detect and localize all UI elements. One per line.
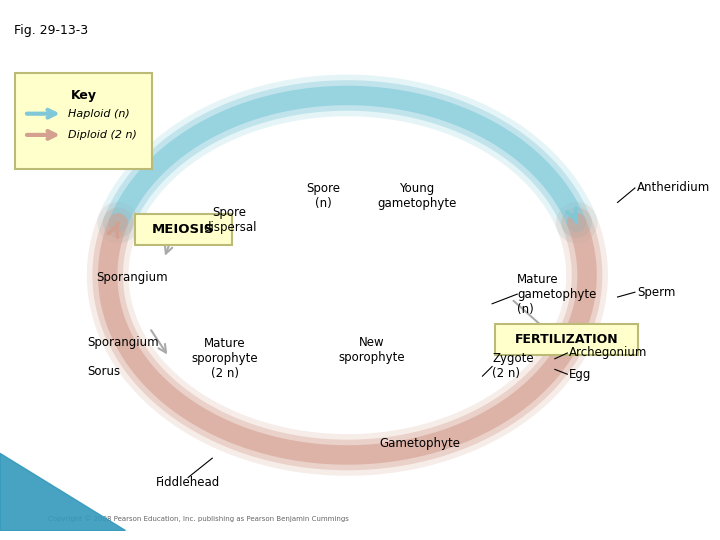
Text: Haploid (n): Haploid (n)	[68, 109, 130, 119]
Text: Mature
gametophyte
(n): Mature gametophyte (n)	[517, 273, 597, 315]
Text: Key: Key	[71, 89, 97, 102]
FancyBboxPatch shape	[495, 324, 638, 355]
Text: Spore
dispersal: Spore dispersal	[203, 206, 256, 234]
Text: Zygote
(2 n): Zygote (2 n)	[492, 353, 534, 381]
Text: Young
gametophyte: Young gametophyte	[377, 181, 456, 210]
Text: Egg: Egg	[570, 368, 592, 381]
Text: MEIOSIS: MEIOSIS	[152, 223, 215, 236]
Text: Diploid (2 n): Diploid (2 n)	[68, 130, 136, 140]
Text: Gametophyte: Gametophyte	[379, 437, 460, 450]
Text: Antheridium: Antheridium	[637, 181, 710, 194]
Text: FERTILIZATION: FERTILIZATION	[515, 333, 618, 346]
Text: Spore
(n): Spore (n)	[306, 181, 341, 210]
Text: Mature
sporophyte
(2 n): Mature sporophyte (2 n)	[192, 338, 258, 380]
Polygon shape	[0, 454, 125, 530]
Text: Fig. 29-13-3: Fig. 29-13-3	[14, 24, 89, 37]
Text: New
sporophyte: New sporophyte	[338, 336, 405, 364]
Text: Sperm: Sperm	[637, 286, 675, 299]
Text: Copyright © 2008 Pearson Education, Inc. publishing as Pearson Benjamin Cummings: Copyright © 2008 Pearson Education, Inc.…	[48, 516, 349, 522]
FancyBboxPatch shape	[135, 214, 232, 245]
Text: Sporangium: Sporangium	[96, 271, 168, 284]
FancyBboxPatch shape	[15, 73, 153, 168]
Text: Sorus: Sorus	[87, 365, 120, 378]
Text: Archegonium: Archegonium	[570, 347, 648, 360]
Text: Sporangium: Sporangium	[87, 336, 158, 349]
Text: Fiddlehead: Fiddlehead	[156, 476, 220, 489]
